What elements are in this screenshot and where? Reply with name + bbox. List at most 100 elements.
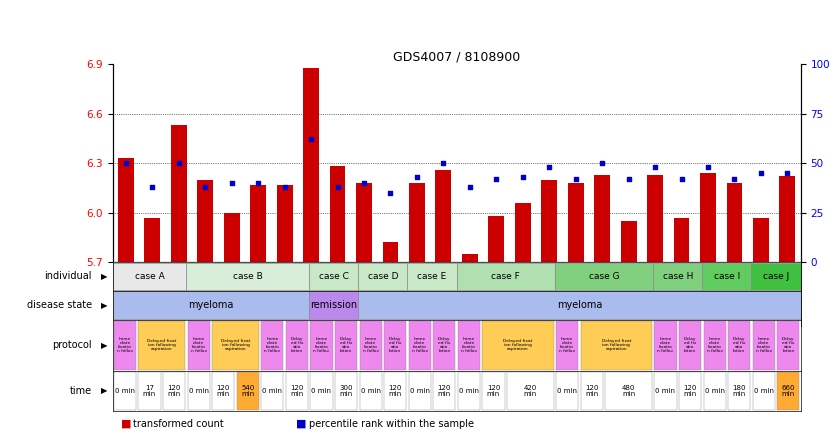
Text: GSM879528: GSM879528: [467, 265, 473, 303]
Bar: [751, 262, 801, 290]
Text: 120
min: 120 min: [217, 385, 230, 397]
Text: Delayed fixat
ion following
aspiration: Delayed fixat ion following aspiration: [221, 339, 250, 351]
Point: [754, 170, 767, 177]
Text: 120
min: 120 min: [168, 385, 181, 397]
Text: case H: case H: [662, 272, 693, 281]
Text: Imme
diate
fixatio
n follov: Imme diate fixatio n follov: [559, 337, 575, 353]
Bar: [198, 180, 214, 262]
Text: GSM879526: GSM879526: [414, 265, 420, 303]
Text: 0 min: 0 min: [557, 388, 577, 394]
Text: 540
min: 540 min: [241, 385, 254, 397]
Point: [384, 189, 397, 196]
Bar: [303, 67, 319, 262]
Bar: [489, 216, 505, 262]
Point: [357, 179, 370, 186]
Text: individual: individual: [44, 271, 92, 281]
Text: Imme
diate
fixatio
n follov: Imme diate fixatio n follov: [657, 337, 674, 353]
Bar: [457, 262, 555, 290]
Bar: [777, 321, 800, 370]
Text: Delay
ed fix
atio
lation: Delay ed fix atio lation: [733, 337, 746, 353]
Text: 120
min: 120 min: [438, 385, 451, 397]
Bar: [335, 321, 357, 370]
Text: 0 min: 0 min: [459, 388, 479, 394]
Text: Imme
diate
fixatio
n follov: Imme diate fixatio n follov: [706, 337, 723, 353]
Text: case I: case I: [714, 272, 740, 281]
Text: Imme
diate
fixatio
n follov: Imme diate fixatio n follov: [363, 337, 379, 353]
Point: [146, 183, 159, 190]
Bar: [188, 372, 209, 410]
Bar: [458, 372, 480, 410]
Bar: [702, 262, 751, 290]
Bar: [171, 125, 187, 262]
Point: [675, 175, 688, 182]
Text: GSM879534: GSM879534: [626, 265, 631, 303]
Title: GDS4007 / 8108900: GDS4007 / 8108900: [393, 50, 520, 63]
Bar: [594, 174, 610, 262]
Bar: [118, 158, 133, 262]
Point: [648, 163, 661, 170]
Text: 120
min: 120 min: [389, 385, 402, 397]
Bar: [309, 262, 359, 290]
Text: protocol: protocol: [52, 340, 92, 350]
Text: 120
min: 120 min: [683, 385, 696, 397]
Text: GSM879513: GSM879513: [229, 265, 234, 303]
Bar: [462, 254, 478, 262]
Bar: [224, 213, 239, 262]
Text: 0 min: 0 min: [360, 388, 380, 394]
Point: [595, 160, 609, 167]
Text: 120
min: 120 min: [290, 385, 304, 397]
Text: Delayed fixat
ion following
aspiration: Delayed fixat ion following aspiration: [147, 339, 177, 351]
Point: [278, 183, 291, 190]
Bar: [261, 321, 284, 370]
Text: GSM879520: GSM879520: [361, 265, 367, 303]
Text: 0 min: 0 min: [311, 388, 331, 394]
Bar: [541, 180, 557, 262]
Point: [172, 160, 185, 167]
Bar: [286, 321, 308, 370]
Text: GSM879533: GSM879533: [599, 265, 605, 303]
Text: GSM879538: GSM879538: [731, 265, 737, 303]
Text: GSM879510: GSM879510: [149, 265, 155, 303]
Bar: [212, 372, 234, 410]
Text: Delay
ed fix
atio
lation: Delay ed fix atio lation: [290, 337, 303, 353]
Text: GSM879539: GSM879539: [758, 265, 764, 303]
Text: GSM879530: GSM879530: [520, 265, 525, 303]
Point: [225, 179, 239, 186]
Text: Imme
diate
fixatio
n follov: Imme diate fixatio n follov: [314, 337, 329, 353]
Text: Delay
ed fix
atio
lation: Delay ed fix atio lation: [339, 337, 352, 353]
Point: [331, 183, 344, 190]
Point: [490, 175, 503, 182]
Bar: [356, 183, 372, 262]
Text: ▶: ▶: [101, 341, 108, 350]
Text: ▶: ▶: [101, 272, 108, 281]
Bar: [384, 372, 406, 410]
Text: case D: case D: [368, 272, 398, 281]
Point: [119, 160, 133, 167]
Text: ▶: ▶: [101, 301, 108, 310]
Text: 180
min: 180 min: [732, 385, 746, 397]
Point: [304, 136, 318, 143]
Bar: [704, 372, 726, 410]
Bar: [728, 372, 751, 410]
Bar: [653, 262, 702, 290]
Bar: [605, 372, 652, 410]
Bar: [383, 242, 399, 262]
Text: Imme
diate
fixatio
n follov: Imme diate fixatio n follov: [412, 337, 428, 353]
Text: case J: case J: [763, 272, 789, 281]
Text: Delay
ed fix
atio
lation: Delay ed fix atio lation: [782, 337, 795, 353]
Bar: [655, 321, 676, 370]
Point: [198, 183, 212, 190]
Point: [781, 170, 794, 177]
Point: [252, 179, 265, 186]
Bar: [753, 321, 775, 370]
Text: Imme
diate
fixatio
n follov: Imme diate fixatio n follov: [756, 337, 771, 353]
Bar: [359, 291, 801, 319]
Text: 120
min: 120 min: [487, 385, 500, 397]
Bar: [113, 321, 136, 370]
Bar: [679, 372, 701, 410]
Text: GSM879527: GSM879527: [440, 265, 446, 303]
Text: 660
min: 660 min: [781, 385, 795, 397]
Bar: [409, 183, 425, 262]
Text: 0 min: 0 min: [188, 388, 208, 394]
Bar: [777, 372, 800, 410]
